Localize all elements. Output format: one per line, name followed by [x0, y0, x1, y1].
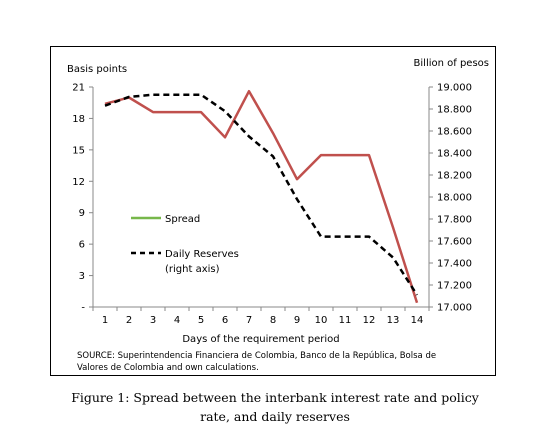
chart: Basis points Billion of pesos 2118151296…	[67, 58, 489, 373]
right-tick-label: 17.400	[437, 259, 472, 270]
right-tick-label: 17.800	[437, 215, 472, 226]
left-tick-label: 9	[79, 208, 85, 219]
right-tick-label: 19.000	[437, 83, 472, 94]
legend-label-reserves-axis: (right axis)	[165, 264, 220, 275]
left-axis-label: Basis points	[67, 64, 127, 75]
x-tick-label: 4	[174, 315, 180, 326]
right-tick-label: 17.600	[437, 237, 472, 248]
right-tick-label: 18.800	[437, 105, 472, 116]
right-tick-label: 18.000	[437, 193, 472, 204]
left-ticks: 21 18 15 12 9 6 3 -	[72, 83, 93, 314]
x-tick-label: 1	[102, 315, 108, 326]
figure-caption: Figure 1: Spread between the interbank i…	[40, 388, 510, 426]
right-tick-label: 17.000	[437, 303, 472, 314]
source-note-line1: SOURCE: Superintendencia Financiera de C…	[77, 351, 436, 361]
left-tick-label: -	[81, 303, 85, 314]
source-note-line2: Valores de Colombia and own calculations…	[77, 363, 259, 373]
x-tick-label: 10	[315, 315, 328, 326]
right-tick-label: 18.600	[437, 127, 472, 138]
x-tick-label: 11	[339, 315, 352, 326]
x-tick-label: 6	[222, 315, 228, 326]
x-tick-label: 12	[363, 315, 376, 326]
left-tick-label: 6	[79, 240, 85, 251]
x-tick-label: 5	[198, 315, 204, 326]
right-tick-label: 18.400	[437, 149, 472, 160]
chart-frame: Basis points Billion of pesos 21 18 15 12 9 6…	[50, 46, 496, 376]
left-tick-label: 15	[72, 145, 85, 156]
right-tick-label: 17.200	[437, 281, 472, 292]
left-tick-label: 12	[72, 177, 85, 188]
x-axis-label: Days of the requirement period	[182, 334, 339, 345]
right-ticks: 19.000 18.800 18.600 18.400 18.200 18.000 17.8…	[429, 83, 472, 314]
x-tick-label: 9	[294, 315, 300, 326]
x-tick-label: 13	[387, 315, 400, 326]
x-tick-label: 14	[411, 315, 424, 326]
right-axis-label: Billion of pesos	[414, 58, 489, 69]
x-tick-label: 7	[246, 315, 252, 326]
left-tick-label: 3	[79, 271, 85, 282]
caption-line1: Figure 1: Spread between the interbank i…	[71, 390, 479, 405]
series-layer	[104, 89, 419, 304]
x-tick-label: 3	[150, 315, 156, 326]
series-line-spread	[104, 89, 419, 304]
legend-label-reserves: Daily Reserves	[165, 249, 239, 260]
right-tick-label: 18.200	[437, 171, 472, 182]
series-line-daily-reserves	[104, 93, 419, 296]
left-tick-label: 18	[72, 114, 85, 125]
x-tick-label: 2	[126, 315, 132, 326]
left-tick-label: 21	[72, 83, 85, 94]
caption-line2: rate, and daily reserves	[200, 409, 350, 424]
legend-label-spread: Spread	[165, 214, 200, 225]
x-tick-label: 8	[270, 315, 276, 326]
legend: Spread Daily Reserves (right axis)	[131, 214, 239, 275]
x-ticks: 1 2 3 4 5 6 7 8 9 10 11 12 13 14	[92, 307, 430, 326]
